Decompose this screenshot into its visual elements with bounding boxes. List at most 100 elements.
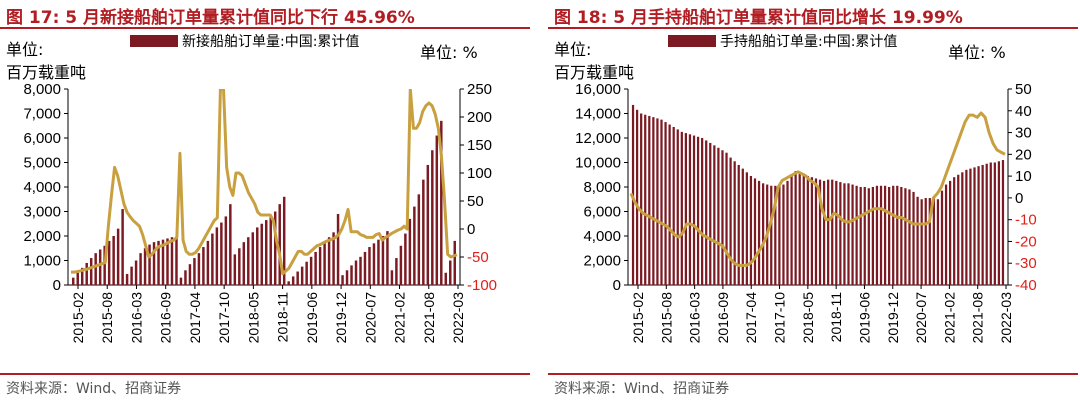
bar	[161, 239, 165, 285]
y-left-tick-label: 8,000	[23, 81, 61, 98]
bar	[741, 168, 744, 286]
bar	[1001, 160, 1005, 285]
bar	[985, 163, 988, 285]
legend: 手持船舶订单量:中国:累计值	[668, 34, 897, 50]
bar	[242, 242, 246, 286]
x-tick-label: 2015-08	[99, 292, 115, 344]
bar	[924, 198, 927, 285]
bar	[152, 242, 156, 286]
bar	[652, 117, 655, 286]
bar	[112, 236, 115, 285]
bar	[635, 109, 639, 285]
bar	[896, 185, 899, 285]
y-right-tick-label: 250	[467, 81, 492, 98]
bar	[908, 189, 911, 285]
y-right-tick-label: 20	[1015, 146, 1032, 163]
bar	[965, 169, 968, 285]
bar	[774, 185, 777, 285]
bar	[314, 251, 317, 285]
bar	[672, 126, 675, 285]
bar	[847, 183, 850, 285]
bar	[900, 187, 903, 285]
bar	[957, 174, 960, 285]
bar	[134, 260, 138, 285]
bar	[368, 247, 371, 285]
bar	[782, 184, 785, 285]
bar	[291, 276, 295, 285]
x-tick-label: 2016-03	[687, 292, 703, 344]
x-tick-label: 2020-07	[362, 292, 378, 344]
y-left-tick-label: 2,000	[583, 253, 621, 270]
bar	[193, 258, 196, 285]
bar-series	[72, 120, 456, 286]
y-right-tick-label: 0	[1015, 190, 1023, 207]
bar	[296, 271, 299, 285]
bar	[851, 184, 854, 285]
bar	[224, 216, 228, 285]
bar	[867, 188, 870, 285]
x-tick-label: 2020-07	[913, 292, 929, 344]
bar	[863, 187, 866, 285]
y-right-tick-label: 10	[1015, 168, 1032, 185]
y-left-tick-label: 16,000	[575, 81, 621, 98]
bar	[680, 131, 683, 286]
bar	[386, 231, 389, 285]
bar	[883, 185, 887, 285]
bar	[810, 177, 814, 285]
bar	[778, 185, 781, 285]
bar	[453, 240, 456, 285]
bar	[989, 162, 992, 285]
bar	[121, 209, 124, 285]
bar	[260, 223, 263, 285]
x-tick-label: 2021-02	[941, 292, 957, 344]
bar	[961, 172, 964, 285]
y-left-tick-label: 7,000	[23, 106, 61, 123]
bar	[701, 138, 704, 285]
bar	[953, 177, 956, 285]
bar	[269, 216, 272, 285]
bar	[920, 199, 923, 285]
x-tick-label: 2016-09	[715, 292, 731, 344]
bar	[855, 185, 858, 285]
bar	[363, 251, 367, 285]
y-left-tick-label: 4,000	[583, 228, 621, 245]
bar	[211, 233, 214, 285]
bar	[444, 272, 448, 285]
bar	[359, 256, 362, 285]
bar	[814, 178, 818, 285]
bar	[944, 184, 948, 285]
bar	[449, 260, 452, 285]
y-left-tick-label: 2,000	[23, 228, 61, 245]
legend-swatch-bar	[668, 35, 716, 47]
bar	[130, 266, 133, 286]
bar	[435, 135, 439, 285]
bar	[372, 243, 376, 285]
x-tick-label: 2022-03	[998, 292, 1014, 344]
bar	[251, 232, 255, 285]
bar	[179, 277, 183, 285]
bar	[904, 188, 907, 285]
bar	[932, 198, 935, 285]
bar	[806, 175, 809, 285]
bar	[696, 136, 700, 285]
y-right-tick-label: -10	[1015, 212, 1037, 229]
holding-orders-chart: 单位: 百万载重吨 单位: % 手持船舶订单量:中国:累计值 0 2,000 4,000 6,…	[554, 34, 1037, 344]
bar	[745, 172, 748, 285]
bar	[395, 258, 398, 285]
bar	[417, 194, 421, 285]
figure-title: 图 18: 5 月手持船舶订单量累计值同比增长 19.99%	[554, 8, 963, 28]
y-right-tick-label: -50	[467, 249, 489, 266]
y-left-tick-label: 12,000	[575, 130, 621, 147]
bar	[940, 190, 944, 285]
bar	[888, 187, 891, 285]
bar	[229, 204, 232, 285]
x-tick-label: 2022-03	[450, 292, 466, 344]
y-right-tick-label: 30	[1015, 125, 1032, 142]
bar	[973, 167, 976, 285]
bar	[220, 222, 223, 285]
x-tick-label: 2021-08	[970, 292, 986, 344]
bar	[341, 275, 344, 285]
bar	[688, 134, 692, 285]
bar	[332, 232, 335, 285]
x-tick-label: 2018-11	[275, 292, 291, 343]
